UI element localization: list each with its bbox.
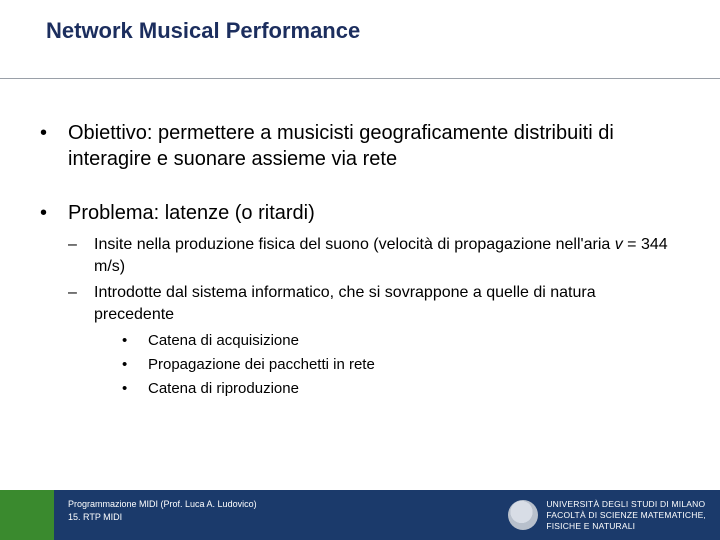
title-rule [0,78,720,79]
bullet-level3: • Catena di acquisizione [122,330,680,352]
text-fragment: Insite nella produzione fisica del suono… [94,236,615,253]
univ-line1: UNIVERSITÀ DEGLI STUDI DI MILANO [546,499,706,510]
bullet-text: Obiettivo: permettere a musicisti geogra… [68,120,680,172]
bullet-level1: • Obiettivo: permettere a musicisti geog… [40,120,680,172]
bullet-text: Insite nella produzione fisica del suono… [94,234,680,278]
bullet-dash: – [68,234,94,278]
bullet-level1: • Problema: latenze (o ritardi) [40,200,680,226]
variable-v: v [615,236,623,253]
bullet-level2: – Introdotte dal sistema informatico, ch… [68,282,680,326]
footer-bar: Programmazione MIDI (Prof. Luca A. Ludov… [0,490,720,540]
bullet-text: Catena di acquisizione [148,330,299,352]
footer-credits: Programmazione MIDI (Prof. Luca A. Ludov… [68,498,257,524]
bullet-level3: • Catena di riproduzione [122,378,680,400]
footer-line1: Programmazione MIDI (Prof. Luca A. Ludov… [68,498,257,511]
slide: Network Musical Performance • Obiettivo:… [0,0,720,540]
bullet-text: Propagazione dei pacchetti in rete [148,354,375,376]
bullet-level3: • Propagazione dei pacchetti in rete [122,354,680,376]
bullet-dot: • [40,200,68,226]
bullet-text: Catena di riproduzione [148,378,299,400]
bullet-dot: • [122,378,148,400]
bullet-dash: – [68,282,94,326]
slide-title: Network Musical Performance [46,18,360,44]
footer-line2: 15. RTP MIDI [68,511,257,524]
bullet-text: Introdotte dal sistema informatico, che … [94,282,680,326]
content-area: • Obiettivo: permettere a musicisti geog… [40,120,680,402]
university-block: UNIVERSITÀ DEGLI STUDI DI MILANO FACOLTÀ… [508,490,706,540]
bullet-dot: • [122,354,148,376]
bullet-level2: – Insite nella produzione fisica del suo… [68,234,680,278]
university-name: UNIVERSITÀ DEGLI STUDI DI MILANO FACOLTÀ… [546,499,706,532]
bullet-text: Problema: latenze (o ritardi) [68,200,315,226]
bullet-dot: • [122,330,148,352]
footer-accent-block [0,490,54,540]
univ-line2: FACOLTÀ DI SCIENZE MATEMATICHE, [546,510,706,521]
university-crest-icon [508,500,538,530]
bullet-dot: • [40,120,68,172]
univ-line3: FISICHE E NATURALI [546,521,706,532]
